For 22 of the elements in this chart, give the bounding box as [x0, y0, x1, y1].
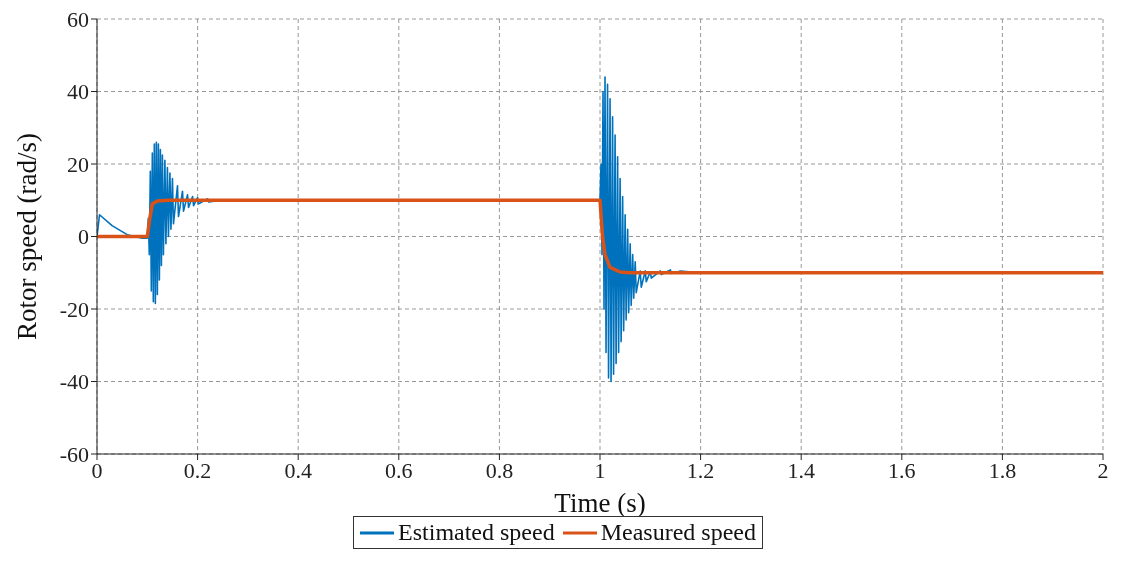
x-tick-label: 1 [594, 457, 606, 483]
x-tick-label: 1.6 [888, 457, 916, 483]
x-tick-label: 0.8 [485, 457, 514, 483]
legend-label: Measured speed [599, 519, 756, 546]
y-tick-label: 20 [67, 151, 89, 177]
y-tick-label: 40 [67, 79, 89, 105]
x-axis-title: Time (s) [554, 488, 646, 518]
x-tick-label: 0.6 [385, 457, 413, 483]
x-tick-label: 1.8 [988, 457, 1017, 483]
line-series [97, 198, 1103, 275]
x-tick-label: 0.2 [183, 457, 212, 483]
y-tick-label: -40 [59, 369, 89, 395]
y-axis-title: Rotor speed (rad/s) [12, 133, 42, 340]
x-tick-label: 2 [1097, 457, 1109, 483]
x-tick-label: 1.2 [686, 457, 715, 483]
legend-label: Estimated speed [397, 519, 555, 546]
y-tick-label: 0 [78, 224, 89, 250]
y-tick-label: -60 [59, 441, 89, 467]
x-tick-label: 1.4 [787, 457, 815, 483]
x-tick-label: 0.4 [284, 457, 312, 483]
y-tick-label: -20 [59, 296, 89, 322]
y-tick-label: 60 [67, 6, 89, 32]
